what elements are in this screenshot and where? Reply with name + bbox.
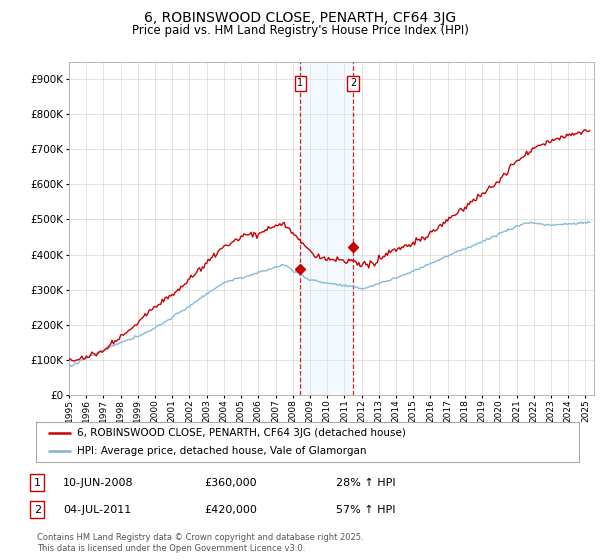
Text: £360,000: £360,000 — [204, 478, 257, 488]
Text: 6, ROBINSWOOD CLOSE, PENARTH, CF64 3JG: 6, ROBINSWOOD CLOSE, PENARTH, CF64 3JG — [144, 11, 456, 25]
Text: Price paid vs. HM Land Registry's House Price Index (HPI): Price paid vs. HM Land Registry's House … — [131, 24, 469, 37]
Text: 6, ROBINSWOOD CLOSE, PENARTH, CF64 3JG (detached house): 6, ROBINSWOOD CLOSE, PENARTH, CF64 3JG (… — [77, 428, 406, 437]
Text: 2: 2 — [34, 505, 41, 515]
Bar — [301, 62, 353, 395]
Text: HPI: Average price, detached house, Vale of Glamorgan: HPI: Average price, detached house, Vale… — [77, 446, 366, 456]
Text: £420,000: £420,000 — [204, 505, 257, 515]
Text: 04-JUL-2011: 04-JUL-2011 — [63, 505, 131, 515]
Text: 57% ↑ HPI: 57% ↑ HPI — [336, 505, 395, 515]
Text: 2: 2 — [350, 78, 356, 88]
Text: Contains HM Land Registry data © Crown copyright and database right 2025.
This d: Contains HM Land Registry data © Crown c… — [37, 533, 364, 553]
Text: 1: 1 — [34, 478, 41, 488]
Text: 28% ↑ HPI: 28% ↑ HPI — [336, 478, 395, 488]
Text: 10-JUN-2008: 10-JUN-2008 — [63, 478, 134, 488]
Text: 1: 1 — [297, 78, 304, 88]
